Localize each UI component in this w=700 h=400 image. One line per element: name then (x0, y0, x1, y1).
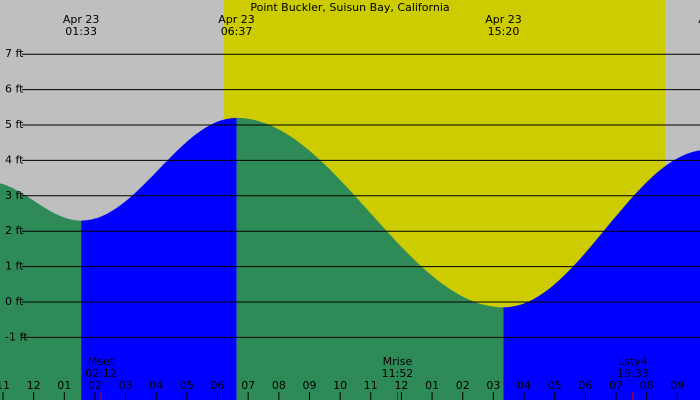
x-tick-label: 04 (149, 379, 163, 392)
y-tick-label: 0 ft (5, 295, 24, 308)
x-tick-label: 02 (88, 379, 102, 392)
x-tick-label: 06 (211, 379, 225, 392)
chart-title: Point Buckler, Suisun Bay, California (250, 1, 449, 14)
y-tick-label: 6 ft (5, 83, 24, 96)
x-tick-label: 07 (241, 379, 255, 392)
event-name-label: Mset (88, 355, 115, 368)
y-tick-label: -1 ft (5, 330, 28, 343)
x-tick-label: 08 (640, 379, 654, 392)
x-tick-label: 01 (57, 379, 71, 392)
y-tick-label: 2 ft (5, 224, 24, 237)
x-tick-label: 05 (180, 379, 194, 392)
extreme-time-label: 15:20 (488, 25, 520, 38)
y-tick-label: 3 ft (5, 189, 24, 202)
y-tick-label: 4 ft (5, 153, 24, 166)
x-tick-label: 04 (517, 379, 531, 392)
event-name-label: Lsty4 (618, 355, 648, 368)
x-tick-label: 08 (272, 379, 286, 392)
x-tick-label: 09 (303, 379, 317, 392)
x-tick-label: 11 (364, 379, 378, 392)
x-tick-label: 11 (0, 379, 10, 392)
x-tick-label: 03 (119, 379, 133, 392)
y-tick-label: 7 ft (5, 47, 24, 60)
event-time-label: 19:33 (617, 367, 649, 380)
extreme-time-label: 06:37 (221, 25, 253, 38)
x-tick-label: 09 (670, 379, 684, 392)
grid-layer (22, 53, 700, 338)
extreme-date-label: Apr 23 (218, 13, 255, 26)
x-axis-ticks: 11 12 01 02 03 04 05 06 07 08 09 10 11 12 01 02 03 04 05 06… (0, 379, 684, 400)
extreme-time-label: 01:33 (65, 25, 97, 38)
x-tick-label: 01 (425, 379, 439, 392)
event-time-label: 11:52 (382, 367, 414, 380)
falling-tide-area (236, 117, 504, 400)
x-tick-label: 02 (456, 379, 470, 392)
extreme-date-label: Apr 23 (485, 13, 522, 26)
x-tick-label: 12 (27, 379, 41, 392)
x-tick-label: 03 (486, 379, 500, 392)
event-name-label: Mrise (383, 355, 413, 368)
x-tick-label: 05 (548, 379, 562, 392)
x-tick-label: 06 (578, 379, 592, 392)
y-axis-labels: 7 ft 6 ft 5 ft 4 ft 3 ft 2 ft 1 ft 0 ft -1 ft (5, 47, 28, 343)
falling-tide-area (0, 183, 82, 400)
y-tick-label: 1 ft (5, 260, 24, 273)
x-tick-label: 12 (394, 379, 408, 392)
x-tick-label: 07 (609, 379, 623, 392)
extreme-date-label: Apr 23 (63, 13, 100, 26)
event-time-label: 02:12 (85, 367, 117, 380)
y-tick-label: 5 ft (5, 118, 24, 131)
rising-tide-area (81, 117, 237, 400)
extreme-date-label: Apr (698, 13, 700, 26)
x-tick-label: 10 (333, 379, 347, 392)
